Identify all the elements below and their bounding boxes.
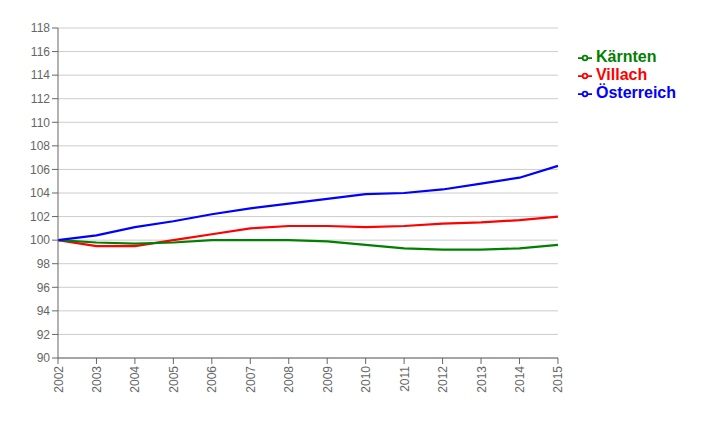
svg-text:108: 108 xyxy=(30,139,50,153)
svg-text:2013: 2013 xyxy=(475,366,489,393)
svg-text:104: 104 xyxy=(30,186,50,200)
svg-text:110: 110 xyxy=(31,116,50,130)
svg-text:2014: 2014 xyxy=(513,366,527,393)
svg-text:118: 118 xyxy=(31,21,50,35)
svg-text:96: 96 xyxy=(37,281,51,295)
svg-text:2005: 2005 xyxy=(167,366,181,393)
svg-text:116: 116 xyxy=(31,45,50,59)
svg-text:94: 94 xyxy=(37,304,51,318)
svg-text:106: 106 xyxy=(30,163,50,177)
svg-text:2003: 2003 xyxy=(90,366,104,393)
svg-text:2008: 2008 xyxy=(282,366,296,393)
svg-text:2007: 2007 xyxy=(244,366,258,393)
svg-text:2012: 2012 xyxy=(436,366,450,393)
svg-text:92: 92 xyxy=(37,328,51,342)
svg-text:98: 98 xyxy=(37,257,51,271)
svg-text:100: 100 xyxy=(30,233,50,247)
svg-text:2011: 2011 xyxy=(398,366,412,392)
svg-text:2015: 2015 xyxy=(551,366,565,393)
svg-text:90: 90 xyxy=(37,351,51,365)
svg-text:114: 114 xyxy=(31,68,50,82)
html-text:Villach: Villach xyxy=(596,66,648,83)
svg-text:2006: 2006 xyxy=(205,366,219,393)
svg-text:112: 112 xyxy=(31,92,50,106)
svg-text:2004: 2004 xyxy=(128,366,142,393)
svg-text:2002: 2002 xyxy=(52,366,66,393)
svg-text:102: 102 xyxy=(30,210,50,224)
svg-text:2009: 2009 xyxy=(321,366,335,393)
html-text:Kärnten: Kärnten xyxy=(596,48,657,65)
html-text:Österreich: Österreich xyxy=(596,84,676,101)
svg-text:2010: 2010 xyxy=(359,366,373,393)
